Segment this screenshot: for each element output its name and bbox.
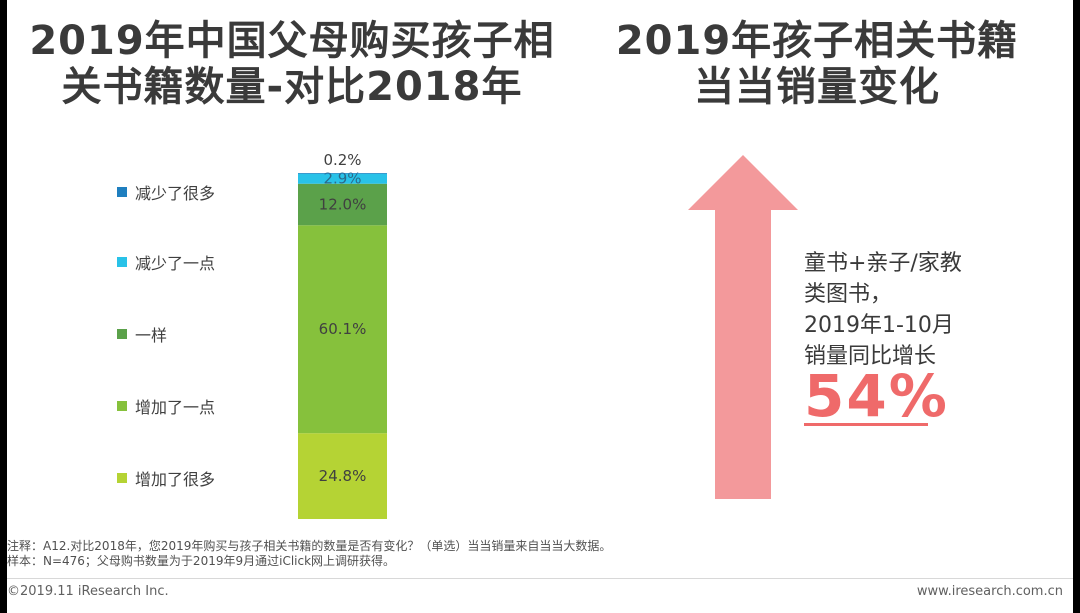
bar-label-4: 0.2% [323, 151, 361, 169]
notes-line-1: 注释：A12.对比2018年，您2019年购买与孩子相关书籍的数量是否有变化？（… [7, 539, 612, 553]
legend-swatch [117, 329, 127, 339]
growth-value: 54% [804, 362, 949, 430]
stacked-bar-chart: 24.8% 60.1% 12.0% 2.9%0.2% [298, 151, 798, 519]
chart-title-line-2: 关书籍数量-对比2018年 [61, 64, 523, 110]
legend-item: 增加了一点 [117, 396, 216, 417]
bar-segment-4 [298, 173, 387, 174]
growth-underline [804, 423, 928, 426]
bar-label-1: 60.1% [319, 320, 367, 338]
chart-title-line-1: 2019年中国父母购买孩子相 [29, 18, 555, 64]
legend-item: 减少了很多 [117, 182, 216, 203]
legend-swatch [117, 257, 127, 267]
legend-label: 减少了很多 [135, 184, 216, 203]
sales-title-line-2: 当当销量变化 [694, 64, 940, 110]
growth-arrow-icon [688, 155, 798, 499]
chart-title: 2019年中国父母购买孩子相 关书籍数量-对比2018年 [27, 18, 557, 110]
annotation-line-2: 类图书， [804, 282, 893, 307]
slide: 2019年中国父母购买孩子相 关书籍数量-对比2018年 2019年孩子相关书籍… [7, 0, 1073, 613]
annotation-line-1: 童书+亲子/家教 [804, 251, 962, 276]
bar-label-2: 12.0% [319, 195, 367, 213]
bar-segment-3 [298, 173, 387, 184]
bar-segment-2 [298, 183, 387, 226]
sales-title-line-1: 2019年孩子相关书籍 [615, 18, 1019, 64]
sales-annotation: 童书+亲子/家教 类图书， 2019年1-10月 销量同比增长 [804, 248, 1034, 372]
legend-item: 增加了很多 [117, 468, 216, 489]
annotation-line-4: 销量同比增长 [804, 344, 937, 369]
notes-line-2: 样本：N=476；父母购书数量为于2019年9月通过iClick网上调研获得。 [7, 554, 396, 568]
notes: 注释：A12.对比2018年，您2019年购买与孩子相关书籍的数量是否有变化？（… [7, 539, 611, 569]
annotation-line-3: 2019年1-10月 [804, 313, 954, 338]
legend-swatch [117, 401, 127, 411]
footer-copyright: ©2019.11 iResearch Inc. [7, 584, 169, 599]
bar-label-0: 24.8% [319, 467, 367, 485]
chart-legend: 减少了很多减少了一点一样增加了一点增加了很多 [117, 170, 287, 520]
bar-segment-0 [298, 433, 387, 519]
footer-divider [7, 578, 1073, 579]
sales-title: 2019年孩子相关书籍 当当销量变化 [607, 18, 1027, 110]
legend-item: 一样 [117, 324, 168, 345]
legend-label: 一样 [135, 326, 168, 345]
bar-segment-1 [298, 225, 387, 434]
bar-label-3: 2.9% [323, 170, 361, 188]
legend-swatch [117, 187, 127, 197]
legend-item: 减少了一点 [117, 252, 216, 273]
footer-website[interactable]: www.iresearch.com.cn [916, 584, 1063, 599]
legend-label: 增加了一点 [135, 398, 216, 417]
legend-swatch [117, 473, 127, 483]
legend-label: 增加了很多 [135, 470, 216, 489]
legend-label: 减少了一点 [135, 254, 216, 273]
